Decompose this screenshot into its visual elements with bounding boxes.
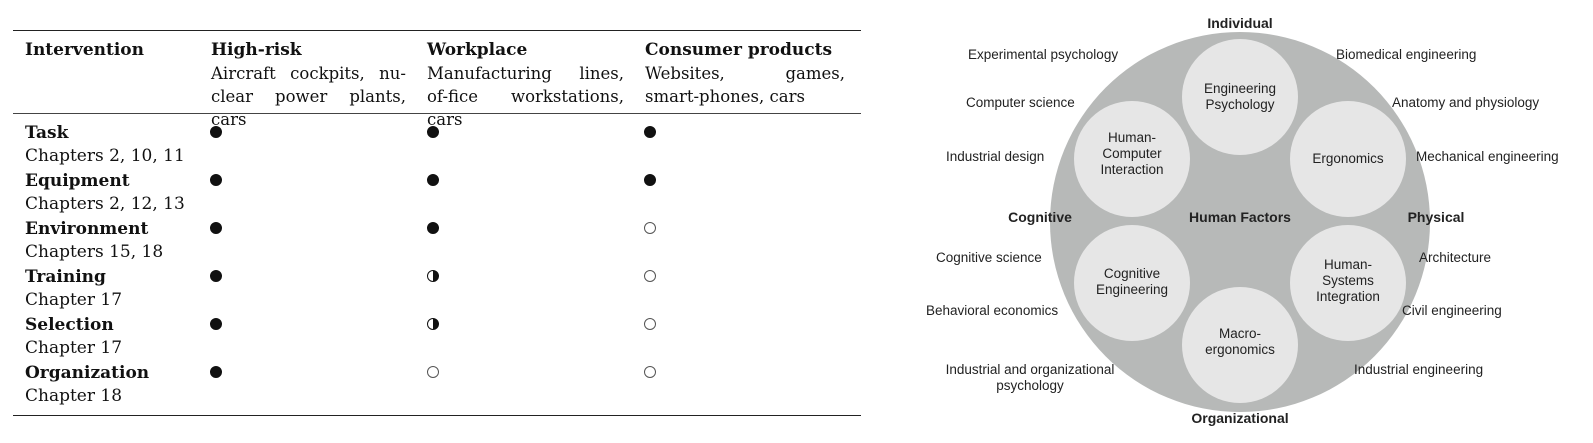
level-indicator xyxy=(210,222,222,234)
inner-label: Human- Computer Interaction xyxy=(1100,130,1164,177)
table-row-environment: Environment Chapters 15, 18 xyxy=(13,216,861,264)
inner-circle-human-systems-integration xyxy=(1290,225,1406,341)
header-label: Intervention xyxy=(25,40,144,60)
discipline-label: Architecture xyxy=(1419,250,1492,265)
table-bottom-rule xyxy=(13,415,861,416)
table-row-organization: Organization Chapter 18 xyxy=(13,360,861,408)
row-chapters: Chapter 18 xyxy=(25,386,123,406)
discipline-label: Behavioral economics xyxy=(926,303,1059,318)
level-indicator xyxy=(644,270,656,282)
row-chapters: Chapter 17 xyxy=(25,290,123,310)
table-top-rule xyxy=(13,30,861,31)
row-chapters: Chapters 2, 12, 13 xyxy=(25,194,185,214)
level-indicator xyxy=(210,174,222,186)
level-indicator xyxy=(427,366,439,378)
discipline-label: Computer science xyxy=(966,95,1075,110)
header-label: Consumer products xyxy=(645,40,833,60)
inner-circle-human-computer-interaction xyxy=(1074,101,1190,217)
discipline-label: Mechanical engineering xyxy=(1416,149,1559,164)
axis-label-top: Individual xyxy=(1207,15,1273,31)
level-indicator xyxy=(644,174,656,186)
level-indicator xyxy=(427,270,439,282)
level-indicator xyxy=(644,318,656,330)
level-indicator xyxy=(644,126,656,138)
header-consumer-products: Consumer products Websites, games, smart… xyxy=(645,39,845,108)
discipline-label: Industrial engineering xyxy=(1354,362,1484,377)
inner-label: Ergonomics xyxy=(1312,151,1384,166)
header-examples: Manufacturing lines, of-fice workstation… xyxy=(427,64,624,129)
discipline-label: Cognitive science xyxy=(936,250,1042,265)
level-indicator xyxy=(210,126,222,138)
row-chapters: Chapters 2, 10, 11 xyxy=(25,146,185,166)
discipline-label: Anatomy and physiology xyxy=(1392,95,1540,110)
row-name: Organization xyxy=(25,363,150,383)
header-high-risk: High-risk Aircraft cockpits, nu-clear po… xyxy=(211,39,406,131)
intervention-table: Intervention High-risk Aircraft cockpits… xyxy=(13,30,861,416)
table-row-selection: Selection Chapter 17 xyxy=(13,312,861,360)
inner-circle-ergonomics xyxy=(1290,101,1406,217)
header-label: Workplace xyxy=(427,40,528,60)
table-header-rule xyxy=(13,113,861,114)
level-indicator xyxy=(210,318,222,330)
row-name: Selection xyxy=(25,315,114,335)
axis-label-left: Cognitive xyxy=(1008,209,1072,225)
axis-label-right: Physical xyxy=(1407,209,1465,225)
row-chapters: Chapters 15, 18 xyxy=(25,242,164,262)
level-indicator xyxy=(427,222,439,234)
inner-label: Cognitive Engineering xyxy=(1095,266,1169,297)
discipline-label: Industrial design xyxy=(946,149,1045,164)
row-name: Equipment xyxy=(25,171,130,191)
header-examples: Websites, games, smart-phones, cars xyxy=(645,64,845,106)
inner-circle-cognitive-engineering xyxy=(1074,225,1190,341)
discipline-label: Civil engineering xyxy=(1402,303,1502,318)
row-name: Training xyxy=(25,267,106,287)
level-indicator xyxy=(210,366,222,378)
table-header-row: Intervention High-risk Aircraft cockpits… xyxy=(13,31,861,129)
inner-label: Human- Systems Integration xyxy=(1316,257,1380,304)
level-indicator xyxy=(427,126,439,138)
header-intervention: Intervention xyxy=(25,39,195,62)
row-name: Task xyxy=(25,123,69,143)
level-indicator xyxy=(427,174,439,186)
discipline-label: Industrial and organizational psychology xyxy=(945,362,1115,393)
discipline-label: Experimental psychology xyxy=(968,47,1119,62)
level-indicator xyxy=(644,222,656,234)
inner-circle-macroergonomics xyxy=(1182,287,1298,403)
inner-circle-engineering-psychology xyxy=(1182,39,1298,155)
discipline-label: Biomedical engineering xyxy=(1336,47,1477,62)
row-name: Environment xyxy=(25,219,149,239)
table-row-equipment: Equipment Chapters 2, 12, 13 xyxy=(13,168,861,216)
level-indicator xyxy=(210,270,222,282)
level-indicator xyxy=(644,366,656,378)
inner-label: Macro- ergonomics xyxy=(1205,326,1275,357)
level-indicator xyxy=(427,318,439,330)
table-body: Task Chapters 2, 10, 11 Equipment Chapte… xyxy=(13,114,861,415)
inner-label: Engineering Psychology xyxy=(1203,81,1277,112)
center-label: Human Factors xyxy=(1189,209,1291,225)
header-examples: Aircraft cockpits, nu-clear power plants… xyxy=(211,64,406,129)
axis-label-bottom: Organizational xyxy=(1191,410,1289,426)
header-workplace: Workplace Manufacturing lines, of-fice w… xyxy=(427,39,624,131)
row-chapters: Chapter 17 xyxy=(25,338,123,358)
table-row-task: Task Chapters 2, 10, 11 xyxy=(13,120,861,168)
table-row-training: Training Chapter 17 xyxy=(13,264,861,312)
header-label: High-risk xyxy=(211,40,302,60)
